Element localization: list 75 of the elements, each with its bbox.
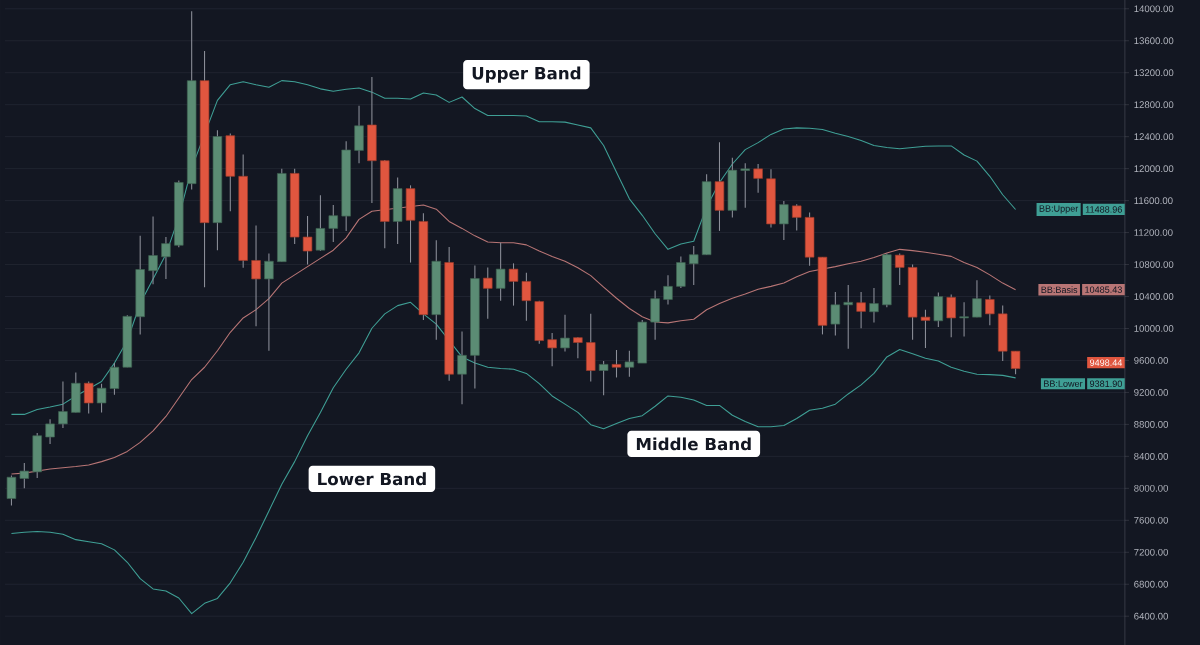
y-tick-label: 12400.00 (1134, 133, 1174, 141)
candlestick (328, 204, 338, 243)
y-tick-label: 7200.00 (1134, 548, 1169, 556)
candlestick (689, 245, 699, 286)
candlestick (6, 475, 17, 507)
candlestick (753, 163, 763, 194)
candlestick (547, 332, 557, 367)
annotation: Lower Band (318, 472, 426, 486)
text: 11488.96 (1085, 206, 1122, 213)
candlestick (663, 274, 673, 305)
y-tick-label: 12000.00 (1134, 165, 1174, 173)
annotation: Upper Band (472, 66, 581, 83)
y-tick-label: 13200.00 (1134, 69, 1174, 77)
text: 9498.44 (1089, 359, 1123, 366)
candlestick (315, 194, 326, 252)
candlestick (740, 162, 750, 209)
legend-label: BB:Upper (1039, 205, 1079, 214)
candlestick (946, 293, 956, 338)
candlestick (856, 291, 866, 329)
candlestick (560, 314, 570, 353)
candlestick (985, 294, 995, 326)
candlestick (920, 309, 931, 349)
y-tick-label: 9600.00 (1134, 357, 1169, 364)
candlestick (650, 289, 660, 341)
candlestick (109, 362, 120, 396)
candlestick (895, 252, 905, 286)
y-tick-label: 14000.00 (1134, 5, 1174, 13)
candlestick (843, 284, 853, 350)
y-tick-label: 10000.00 (1134, 325, 1174, 332)
candlestick (58, 381, 68, 429)
candlestick (495, 242, 506, 302)
y-tick-label: 9200.00 (1134, 389, 1169, 396)
candlestick (869, 287, 879, 324)
candlestick (830, 291, 841, 337)
candlestick (972, 279, 982, 318)
candlestick (148, 215, 158, 285)
candlestick (676, 255, 686, 289)
annotation: Middle Band (636, 437, 751, 451)
candlestick (508, 262, 519, 307)
legend-label: BB:Basis (1041, 286, 1078, 294)
candlestick (611, 349, 622, 379)
candlestick (45, 418, 55, 445)
y-tick-label: 6400.00 (1134, 612, 1169, 620)
candlestick (624, 350, 635, 378)
candlestick (264, 252, 274, 352)
y-tick-label: 10800.00 (1134, 261, 1174, 268)
y-tick-label: 11200.00 (1134, 229, 1173, 236)
candlestick (251, 225, 261, 327)
candlestick (959, 301, 969, 337)
line-series (10, 301, 1017, 615)
y-tick-label: 13600.00 (1134, 37, 1174, 45)
y-tick-label: 10400.00 (1134, 293, 1174, 300)
candlestick (792, 203, 802, 232)
candlestick (302, 215, 313, 266)
candlestick (96, 383, 107, 413)
text: 10485.43 (1085, 286, 1122, 293)
y-tick-label: 8400.00 (1134, 452, 1169, 460)
candlestick (83, 381, 94, 415)
y-tick-label: 7600.00 (1134, 516, 1169, 524)
candlestick (1010, 350, 1021, 375)
y-tick-label: 11600.00 (1134, 197, 1173, 204)
y-tick-label: 8800.00 (1134, 421, 1169, 428)
candlestick (19, 462, 30, 489)
y-tick-label: 8000.00 (1134, 484, 1169, 492)
legend-label: BB:Lower (1044, 380, 1083, 387)
text: 9381.90 (1089, 380, 1122, 387)
candlestick (521, 272, 532, 322)
y-tick-label: 6800.00 (1134, 580, 1169, 588)
candlestick (457, 330, 467, 405)
y-tick-label: 12800.00 (1134, 101, 1174, 109)
candlestick (779, 200, 789, 241)
candlestick (573, 336, 583, 359)
candlestick (161, 236, 171, 280)
candlestick (598, 360, 609, 396)
candlestick (483, 266, 493, 320)
